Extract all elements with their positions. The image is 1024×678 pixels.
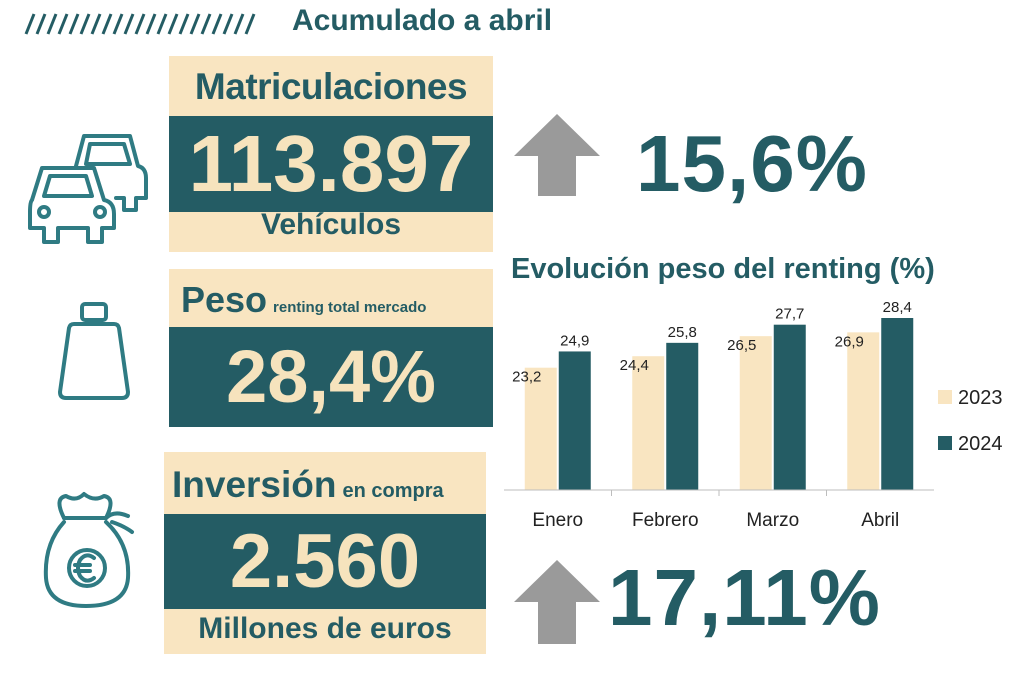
bar-2024-febrero (666, 342, 699, 490)
chart-title: Evolución peso del renting (%) (511, 253, 935, 285)
cars-icon (28, 134, 148, 244)
x-tick-label-marzo: Marzo (746, 510, 799, 531)
page-title: Acumulado a abril (292, 4, 553, 37)
money-bag-icon (43, 492, 134, 608)
investment-value: 2.560 (164, 514, 486, 609)
registrations-change: 15,6% (636, 119, 868, 208)
data-label-2024-enero: 24,9 (560, 332, 589, 349)
legend-swatch-2024 (938, 436, 952, 450)
registrations-value: 113.897 (169, 116, 493, 212)
legend-label-2024: 2024 (958, 433, 1003, 455)
weight-title-text: Peso (181, 279, 268, 320)
renting-weight-chart: Evolución peso del renting (%) 23,2 24,9 2… (504, 253, 1003, 531)
data-label-2024-marzo: 27,7 (775, 306, 804, 323)
bar-2023-enero (524, 367, 557, 490)
bar-2024-abril (881, 318, 914, 490)
bar-2023-marzo (739, 336, 772, 490)
registrations-title: Matriculaciones (194, 66, 468, 107)
data-label-2023-enero: 23,2 (512, 369, 541, 386)
data-label-2024-febrero: 25,8 (668, 324, 697, 341)
legend-swatch-2023 (938, 390, 952, 404)
registrations-unit: Vehículos (260, 208, 402, 241)
weight-value: 28,4% (169, 327, 493, 427)
x-tick-label-febrero: Febrero (632, 510, 699, 531)
header: Acumulado a abril (20, 4, 720, 40)
up-arrow-icon (514, 560, 600, 644)
bar-2023-febrero (632, 356, 665, 490)
investment-title: Inversión en compra (172, 464, 444, 506)
data-label-2023-abril: 26,9 (835, 333, 864, 350)
up-arrow-icon (514, 114, 600, 196)
x-tick-label-enero: Enero (532, 510, 583, 531)
x-tick-label-abril: Abril (861, 510, 899, 531)
registrations-card: Matriculaciones 113.897 Vehículos (169, 56, 493, 252)
bar-2023-abril (847, 332, 880, 490)
weight-subtitle: renting total mercado (273, 299, 427, 316)
investment-card: Inversión en compra 2.560 Millones de eur… (164, 452, 486, 654)
investment-title-text: Inversión (172, 464, 337, 505)
header-stripes-decoration (24, 13, 256, 35)
data-label-2023-marzo: 26,5 (727, 337, 756, 354)
legend-label-2023: 2023 (958, 387, 1003, 409)
weight-icon (58, 302, 130, 400)
weight-title: Peso renting total mercado (181, 279, 426, 321)
bar-2024-enero (558, 351, 591, 490)
investment-subtitle: en compra (342, 480, 444, 502)
data-label-2024-abril: 28,4 (883, 299, 912, 316)
bar-2024-marzo (773, 324, 806, 490)
data-label-2023-febrero: 24,4 (620, 357, 649, 374)
weight-card: Peso renting total mercado 28,4% (169, 269, 493, 427)
investment-unit: Millones de euros (198, 612, 452, 645)
investment-change: 17,11% (608, 553, 881, 642)
